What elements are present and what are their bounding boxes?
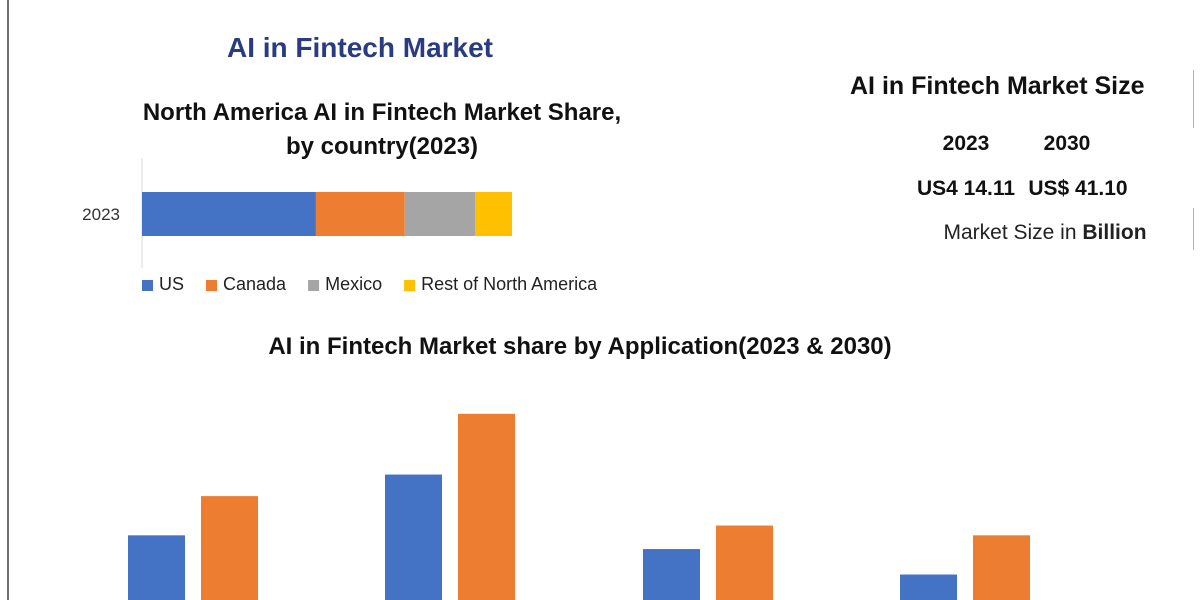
application-bar: [973, 535, 1030, 600]
frame-border: [7, 0, 9, 600]
application-bar: [458, 413, 515, 600]
market-size-year: 2030: [1043, 132, 1091, 155]
market-size-title: AI in Fintech Market Size: [850, 72, 1145, 100]
application-chart-title: AI in Fintech Market share by Applicatio…: [268, 333, 892, 360]
application-bar: [201, 496, 258, 600]
market-size-note: Market Size in Billion: [900, 221, 1190, 245]
market-size-note-unit: Billion: [1082, 221, 1147, 244]
market-size-year: 2023: [942, 132, 990, 155]
stacked-chart-title: North America AI in Fintech Market Share…: [142, 99, 622, 160]
market-size-note-prefix: Market Size in: [943, 221, 1077, 244]
legend-swatch: [142, 280, 153, 291]
application-bar: [128, 535, 185, 600]
legend-label: US: [159, 274, 184, 294]
application-bar: [900, 574, 957, 600]
legend-label: Rest of North America: [421, 274, 598, 294]
market-size-value: US$ 41.10: [1028, 177, 1128, 200]
legend-label: Canada: [223, 274, 287, 294]
page-title: AI in Fintech Market: [226, 32, 494, 63]
legend-label: Mexico: [325, 274, 382, 294]
frame-border: [1193, 208, 1194, 250]
frame-border: [1193, 70, 1194, 128]
stacked-bar-segment: [142, 192, 316, 236]
stacked-share-chart: 2023 US Canada Mexico Rest of North America: [82, 158, 598, 294]
stacked-bar-segment: [475, 192, 513, 236]
market-size-value: US4 14.11: [916, 177, 1016, 200]
legend-swatch: [404, 280, 416, 291]
legend-swatch: [206, 280, 218, 291]
application-bar: [716, 525, 773, 600]
application-bar: [643, 549, 700, 600]
application-bar: [385, 474, 442, 600]
category-tick-label: 2023: [82, 205, 120, 224]
stacked-bar-segment: [315, 192, 405, 236]
stacked-bar-segment: [404, 192, 476, 236]
application-bar-chart: [128, 413, 1030, 600]
legend-swatch: [308, 280, 320, 291]
